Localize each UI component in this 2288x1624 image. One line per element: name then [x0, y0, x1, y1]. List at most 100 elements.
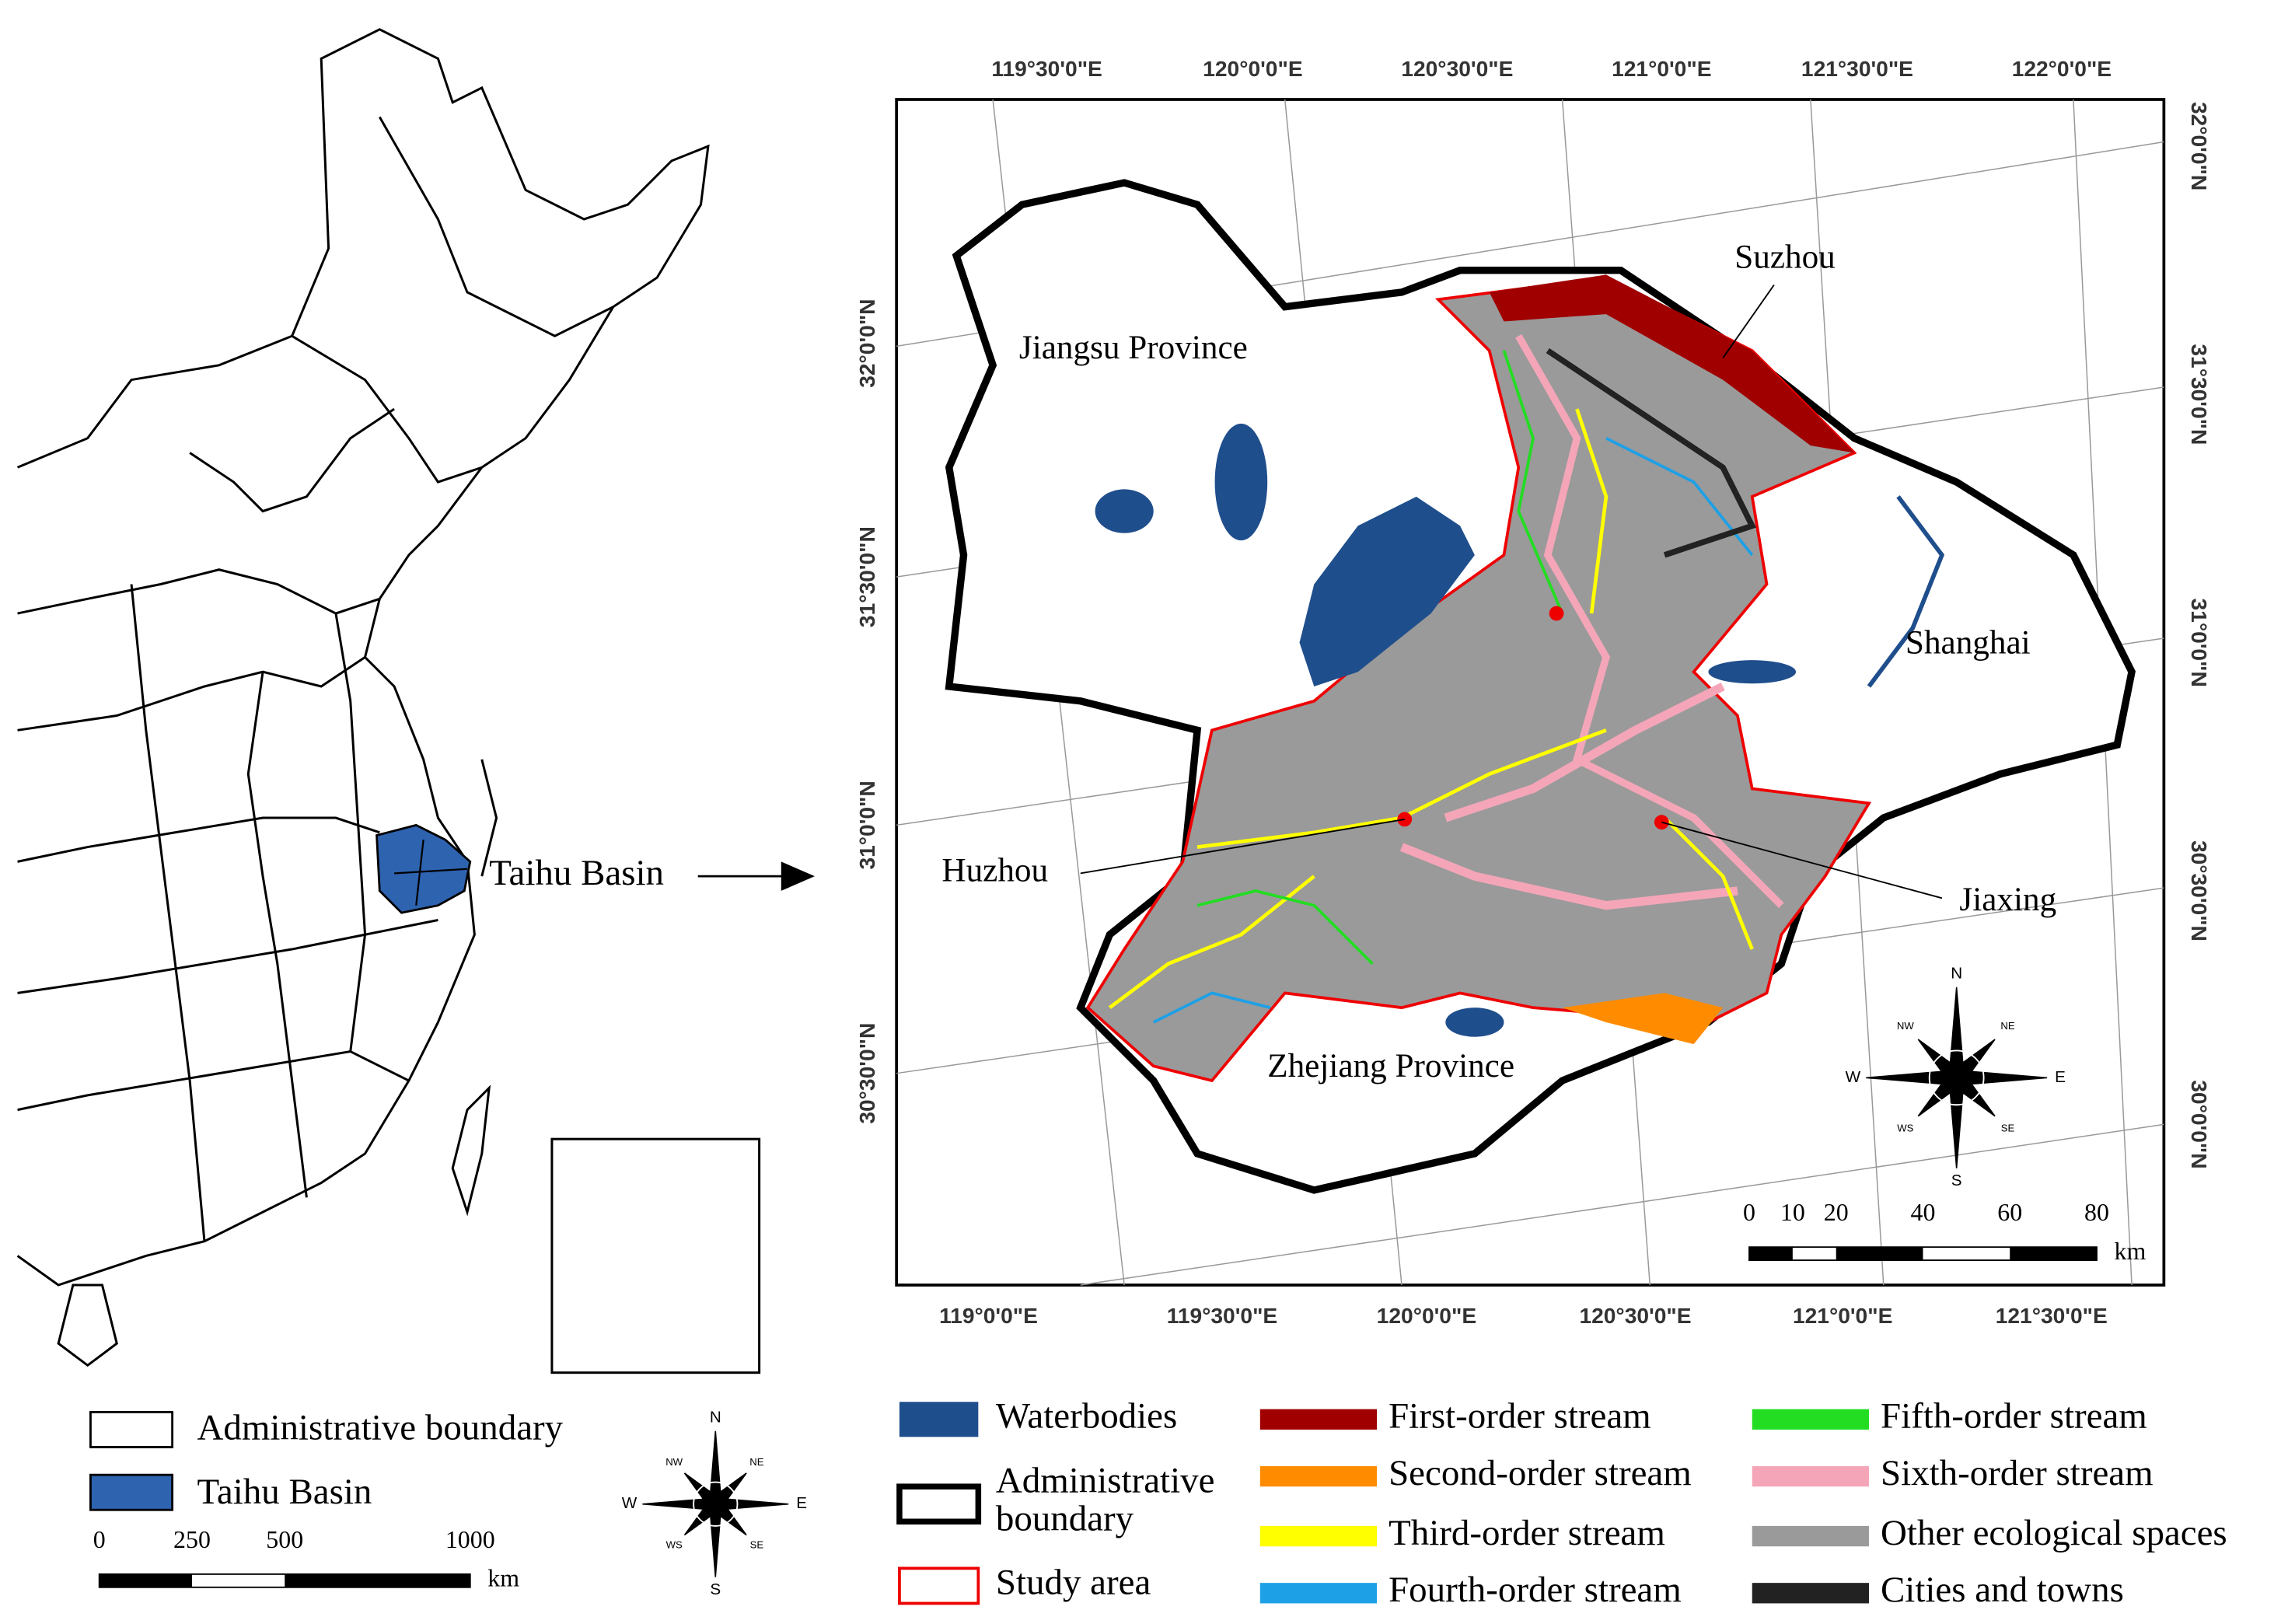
compass-label: NE	[2000, 1020, 2014, 1032]
legend-label: Second-order stream	[1389, 1453, 1692, 1493]
compass-label: S	[710, 1580, 721, 1598]
scale-tick-label: 250	[173, 1526, 211, 1553]
top-coord-label: 120°0'0"E	[1203, 56, 1302, 81]
left-coord-label: 30°30'0"N	[854, 1023, 879, 1124]
place-label: Suzhou	[1734, 239, 1836, 275]
scale-tick-label: 80	[2084, 1199, 2109, 1226]
place-label: Jiaxing	[1959, 882, 2056, 918]
legend-label: First-order stream	[1389, 1396, 1651, 1437]
scale-tick-label: 20	[1824, 1199, 1849, 1226]
right-coord-label: 31°30'0"N	[2187, 344, 2212, 445]
compass-label: WS	[666, 1538, 683, 1550]
arrow-head	[781, 861, 815, 891]
place-labels: Jiangsu Province Suzhou Shanghai Huzhou Jiax…	[941, 239, 2056, 1084]
right-coord-label: 30°0'0"N	[2187, 1080, 2212, 1168]
compass-label: NE	[749, 1456, 763, 1468]
left-coord-label: 32°0'0"N	[854, 299, 879, 387]
compass-label: SE	[2001, 1123, 2015, 1134]
legend-swatch	[1752, 1525, 1869, 1547]
scale-unit: km	[2115, 1238, 2147, 1265]
study-area	[1085, 276, 1872, 1083]
top-coord-label: 122°0'0"E	[2012, 56, 2112, 81]
legend-swatch	[1752, 1583, 1869, 1604]
south-china-sea-inset	[550, 1137, 761, 1374]
compass-label: N	[710, 1408, 721, 1426]
basin-boundary	[394, 840, 468, 906]
compass-rose	[642, 1430, 789, 1577]
china-outline	[16, 28, 710, 1367]
compass-label: SE	[750, 1538, 764, 1550]
left-coord-label: 31°0'0"N	[854, 781, 879, 869]
place-label: Shanghai	[1906, 624, 2031, 661]
legend-label: Waterbodies	[996, 1396, 1177, 1437]
legend: Waterbodies Administrative boundary Study a…	[896, 1396, 2227, 1610]
legend-swatch	[89, 1473, 174, 1511]
compass-label: W	[1846, 1068, 1861, 1086]
right-coord-label: 32°0'0"N	[2187, 102, 2212, 190]
legend-label-line: boundary	[996, 1498, 1134, 1538]
taihu-basin-area	[376, 823, 472, 914]
scale-tick-label: 500	[266, 1526, 303, 1553]
legend-label: Other ecological spaces	[1881, 1513, 2227, 1553]
top-coord-label: 121°30'0"E	[1801, 56, 1913, 81]
legend-swatch	[899, 1402, 979, 1437]
scale-tick-label: 60	[1997, 1199, 2022, 1226]
legend-swatch	[89, 1410, 174, 1448]
first-order-stream	[1489, 274, 1855, 453]
legend-label: Fourth-order stream	[1389, 1570, 1682, 1610]
right-coord-label: 30°30'0"N	[2187, 840, 2212, 941]
legend-swatch	[1259, 1465, 1378, 1487]
bottom-coord-label: 120°0'0"E	[1377, 1303, 1476, 1328]
legend-label: Third-order stream	[1389, 1513, 1665, 1553]
scale-tick-label: 0	[93, 1526, 106, 1553]
top-coord-label: 119°30'0"E	[991, 56, 1102, 81]
scale-segment	[99, 1573, 192, 1587]
scale-segment	[1748, 1247, 1793, 1261]
bottom-coord-label: 119°0'0"E	[939, 1303, 1038, 1328]
legend-label: Cities and towns	[1881, 1570, 2124, 1610]
legend-label: Study area	[996, 1563, 1151, 1603]
scale-segment	[285, 1573, 470, 1587]
legend-swatch	[1752, 1465, 1869, 1487]
second-order-stream	[1562, 993, 1724, 1045]
scale-unit: km	[487, 1565, 519, 1592]
top-coord-label: 120°30'0"E	[1401, 56, 1513, 81]
legend-swatch	[1259, 1583, 1378, 1604]
compass-label: E	[796, 1494, 807, 1512]
scale-tick-label: 10	[1780, 1199, 1805, 1226]
place-label: Jiangsu Province	[1019, 330, 1248, 366]
legend-label-line: Administrative	[996, 1460, 1215, 1500]
bottom-coord-label: 119°30'0"E	[1167, 1303, 1278, 1328]
scale-tick-label: 1000	[445, 1526, 495, 1553]
place-label: Zhejiang Province	[1267, 1048, 1514, 1084]
scale-segment	[1836, 1247, 1923, 1261]
streams	[1108, 334, 1784, 1024]
scale-tick-label: 40	[1911, 1199, 1936, 1226]
callout-label: Taihu Basin	[489, 853, 664, 893]
legend-swatch	[898, 1566, 980, 1605]
legend-label: Administrative boundary	[197, 1408, 564, 1448]
compass-rose	[1866, 987, 2048, 1168]
legend-swatch	[1259, 1409, 1378, 1430]
city-markers	[1397, 606, 1669, 830]
leader-lines	[1080, 284, 1943, 899]
right-coord-label: 31°0'0"N	[2187, 598, 2212, 686]
coordinate-labels: 119°30'0"E 120°0'0"E 120°30'0"E 121°0'0"E 12…	[854, 56, 2212, 1328]
legend-label: Fifth-order stream	[1881, 1396, 2147, 1437]
legend-swatch	[1752, 1409, 1869, 1430]
legend-swatch	[896, 1483, 982, 1525]
compass-label: E	[2055, 1068, 2066, 1086]
compasses: N NE E SE S WS W NW N NE E SE S WS W NW	[622, 964, 2066, 1598]
compass-label: WS	[1897, 1123, 1913, 1134]
bottom-coord-label: 120°30'0"E	[1579, 1303, 1691, 1328]
legend-swatch	[1259, 1525, 1378, 1547]
bottom-coord-label: 121°30'0"E	[1996, 1303, 2108, 1328]
compass-label: NW	[1897, 1020, 1914, 1032]
place-label: Huzhou	[941, 852, 1048, 889]
legend-label: Administrative boundary	[996, 1460, 1215, 1538]
top-coord-label: 121°0'0"E	[1612, 56, 1711, 81]
bottom-coord-label: 121°0'0"E	[1793, 1303, 1892, 1328]
